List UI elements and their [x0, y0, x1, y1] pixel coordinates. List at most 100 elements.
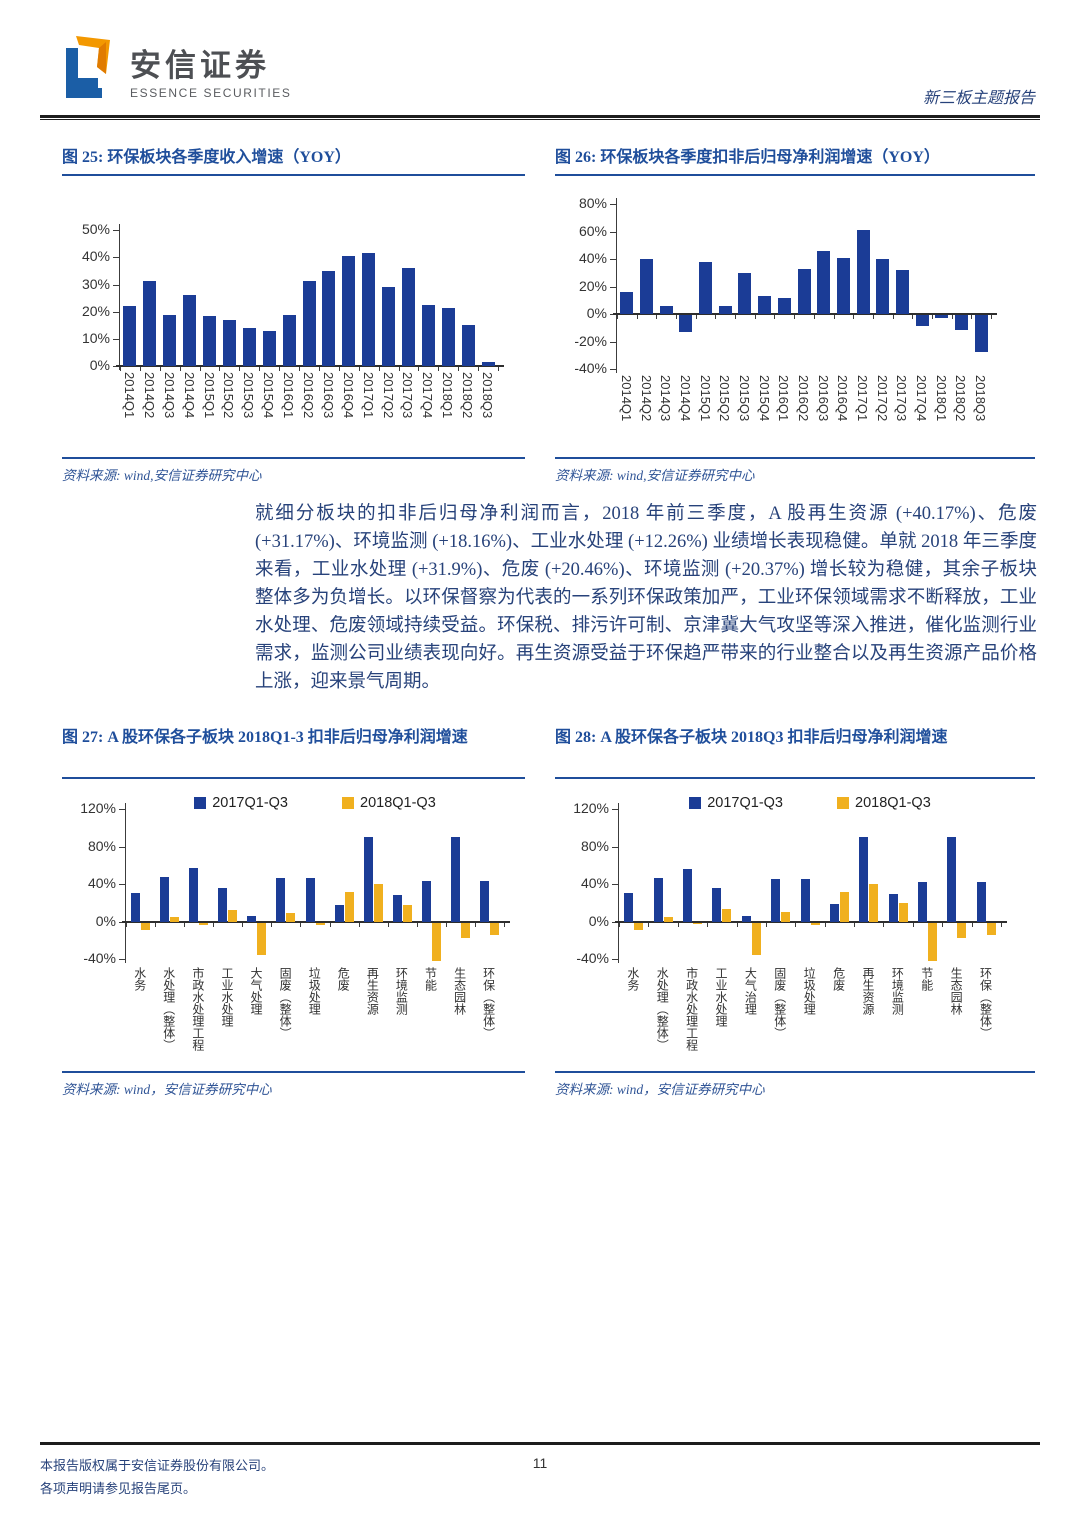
y-tick [610, 231, 616, 233]
bar-2017Q1-Q3-再生资源 [363, 837, 373, 922]
bar-series-2018Q1 [441, 307, 455, 367]
x-tick [259, 367, 261, 372]
x-axis-label: 垃圾处理 [307, 967, 322, 1015]
legend-item: 2018Q1-Q3 [342, 795, 436, 811]
x-tick [824, 922, 826, 927]
bar-2017Q1-Q3-大气处理 [247, 915, 257, 922]
x-axis-label: 2016Q4 [340, 372, 356, 419]
x-axis-label: 再生资源 [860, 967, 875, 1015]
bar-2017Q1-Q3-垃圾处理 [800, 879, 810, 922]
x-axis-label: 2016Q2 [301, 372, 316, 419]
y-axis [618, 803, 619, 963]
x-axis-label: 危废 [831, 967, 846, 991]
x-axis-label: 2014Q3 [161, 372, 177, 419]
x-tick [1001, 922, 1002, 927]
x-tick [656, 315, 658, 320]
x-tick [754, 315, 756, 320]
x-tick [991, 315, 992, 320]
bar-series-2014Q2 [143, 280, 157, 367]
bar-2018Q1-Q3-再生资源 [869, 884, 879, 922]
x-tick [239, 367, 241, 372]
x-tick [242, 922, 244, 927]
x-tick [912, 315, 914, 320]
figure-27: 图 27: A 股环保各子板块 2018Q1-3 扣非后归母净利润增速 -40%… [62, 726, 525, 1098]
x-axis-label: 2016Q3 [815, 375, 831, 422]
legend-swatch-icon [837, 797, 849, 809]
footer-line-2: 各项声明请参见报告尾页。 [40, 1481, 197, 1497]
x-tick [159, 367, 161, 372]
x-tick [120, 367, 121, 372]
bar-2017Q1-Q3-节能 [918, 882, 928, 922]
bar-series-2017Q2 [382, 287, 396, 367]
brand-text: 安信证券 ESSENCE SECURITIES [130, 34, 292, 100]
x-axis-label: 2016Q3 [320, 372, 336, 419]
x-axis-baseline [615, 920, 1007, 923]
bar-2017Q1-Q3-大气治理 [741, 915, 751, 922]
figure-25: 图 25: 环保板块各季度收入增速（YOY） 0% 10% 20% 30% 40% 50%… [62, 146, 525, 484]
x-axis-label: 垃圾处理 [802, 967, 817, 1015]
x-tick [498, 367, 499, 372]
y-tick [119, 959, 125, 960]
y-tick [612, 884, 618, 885]
x-tick [677, 922, 679, 927]
x-tick [338, 367, 340, 372]
x-tick [942, 922, 944, 927]
x-axis-label: 2016Q2 [796, 375, 811, 422]
x-tick [300, 922, 302, 927]
y-tick [610, 341, 616, 343]
bar-2018Q1-Q3-垃圾处理 [315, 922, 325, 926]
x-tick [676, 315, 678, 320]
x-axis-label: 水处理（整体） [655, 967, 670, 1051]
bar-series-2016Q1 [282, 314, 296, 367]
x-tick [184, 922, 186, 927]
x-tick [358, 367, 360, 372]
chart-legend: 2017Q1-Q3 2018Q1-Q3 [126, 795, 504, 811]
y-tick [610, 369, 616, 371]
legend-swatch-icon [342, 797, 354, 809]
bar-series-2017Q1 [362, 253, 376, 367]
legend-label: 2017Q1-Q3 [707, 795, 783, 811]
y-axis-label: 0% [89, 357, 110, 374]
figure-28: 图 28: A 股环保各子板块 2018Q3 扣非后归母净利润增速 -40% 0%… [555, 726, 1035, 1098]
y-tick [610, 286, 616, 288]
bar-series-2018Q2 [954, 315, 968, 331]
x-tick [445, 922, 447, 927]
x-axis-label: 2017Q2 [380, 372, 396, 419]
x-axis-baseline [116, 365, 504, 368]
bar-series-2014Q4 [679, 315, 693, 332]
x-tick [853, 315, 855, 320]
x-axis-label: 节能 [919, 967, 934, 991]
x-axis-label: 2014Q3 [658, 375, 674, 422]
x-axis-label: 固废（整体） [278, 967, 293, 1039]
y-axis [616, 198, 617, 374]
figure-26-title: 图 26: 环保板块各季度扣非后归母净利润增速（YOY） [555, 146, 1035, 177]
legend-item: 2018Q1-Q3 [837, 795, 931, 811]
bar-2017Q1-Q3-固废（整体） [771, 879, 781, 922]
x-axis-label: 环保（整体） [978, 967, 993, 1039]
x-tick [854, 922, 856, 927]
x-tick [418, 367, 420, 372]
x-axis-label: 2014Q2 [141, 372, 157, 419]
y-axis-label: 0% [95, 912, 116, 929]
legend-label: 2018Q1-Q3 [360, 795, 436, 811]
figure-26: 图 26: 环保板块各季度扣非后归母净利润增速（YOY） -40% -20% 0% 2… [555, 146, 1035, 484]
bar-2018Q1-Q3-环保（整体） [489, 922, 499, 935]
x-tick [648, 922, 650, 927]
x-tick [736, 922, 738, 927]
brand-name-en: ESSENCE SECURITIES [130, 86, 292, 100]
figure-27-chart: -40% 0% 40% 80% 120% 水务 水处理（整体） 市政水处理工程 工业水处理 大气处… [62, 793, 525, 1067]
bar-series-2015Q4 [758, 296, 772, 315]
x-axis-label: 大气治理 [743, 967, 758, 1015]
bar-series-2015Q1 [203, 315, 217, 367]
x-axis-label: 2018Q3 [480, 372, 496, 419]
bar-2017Q1-Q3-环境监测 [392, 895, 402, 922]
x-tick [126, 922, 127, 927]
x-axis-label: 节能 [423, 967, 438, 991]
x-tick [883, 922, 885, 927]
x-axis-label: 2017Q4 [914, 375, 930, 422]
x-axis-label: 2017Q3 [400, 372, 416, 419]
bar-2018Q1-Q3-水务 [634, 922, 644, 930]
y-axis-label: 80% [580, 837, 609, 854]
bar-2017Q1-Q3-生态园林 [947, 837, 957, 922]
bar-2018Q1-Q3-工业水处理 [228, 910, 238, 922]
